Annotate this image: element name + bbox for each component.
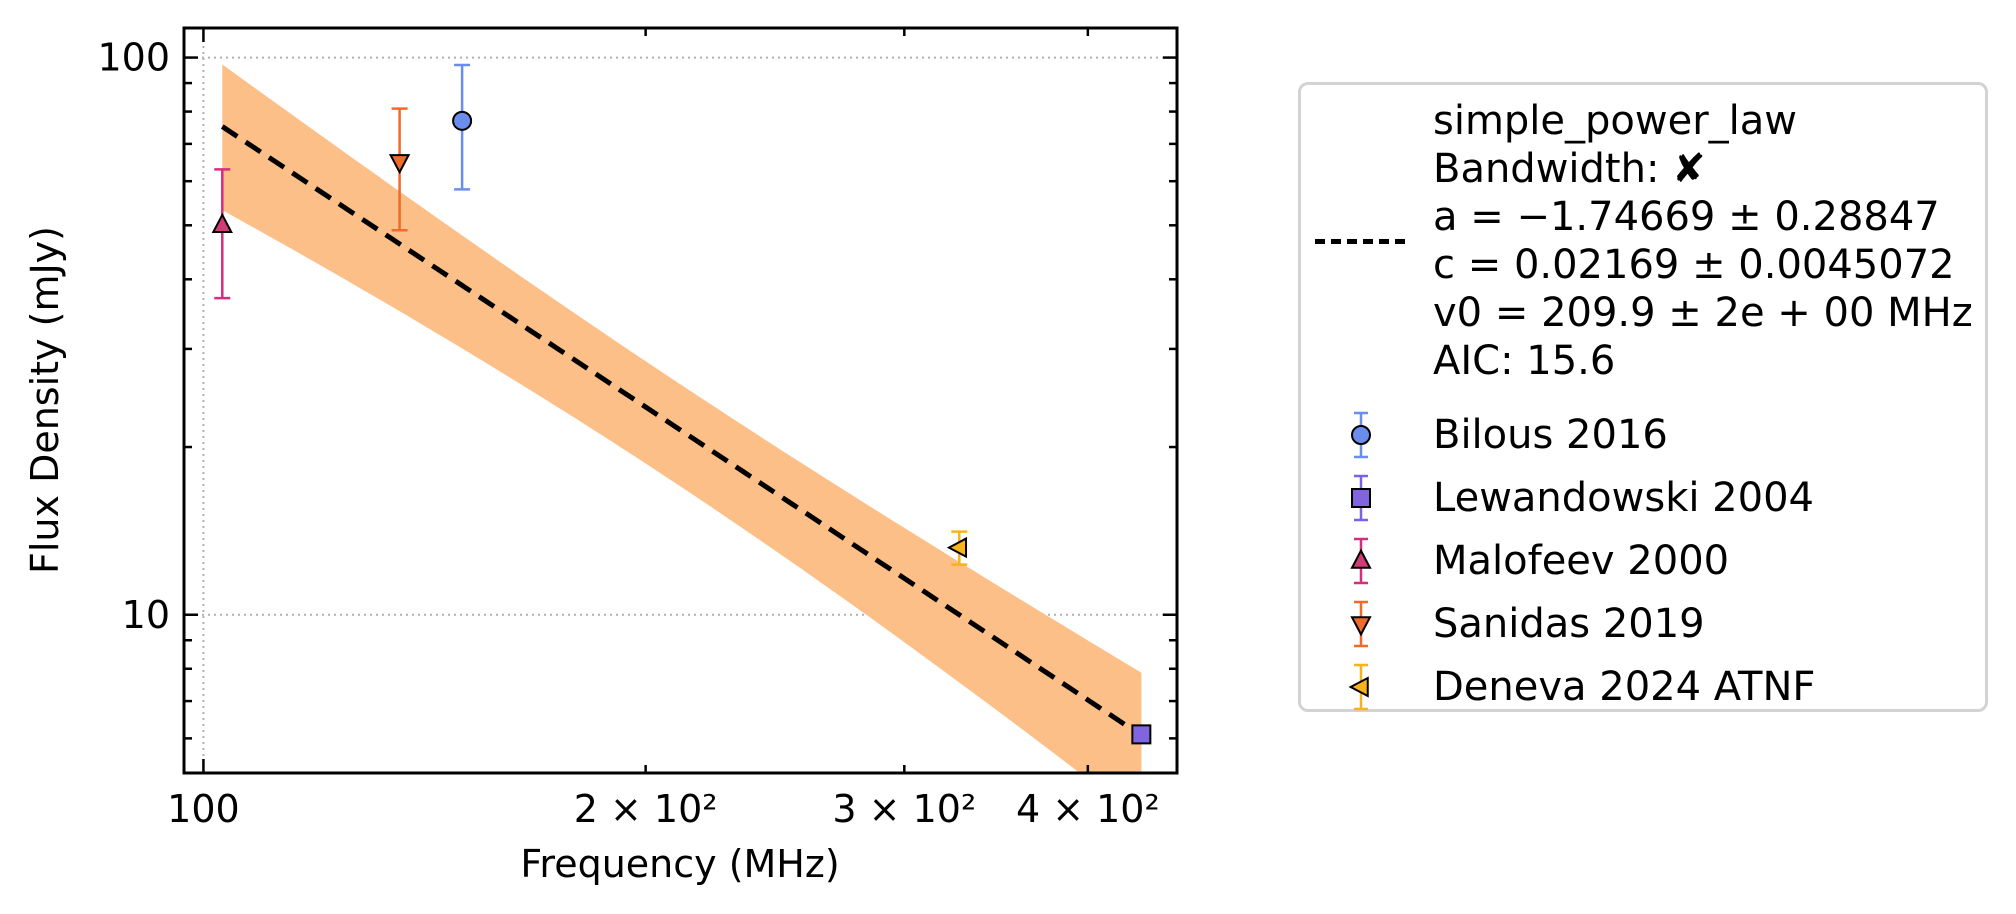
y-tick-label: 100 — [97, 36, 170, 80]
x-tick-label: 3 × 10² — [832, 787, 976, 831]
legend-fit-text: simple_power_law Bandwidth: ✘ a = −1.746… — [1433, 97, 1973, 385]
legend-entry-sanidas-2019: Sanidas 2019 — [1301, 594, 1985, 654]
x-tick-label: 2 × 10² — [574, 787, 718, 831]
data-point-bilous-2016 — [452, 63, 473, 191]
marker-circle — [452, 110, 473, 131]
data-point-sanidas-2019 — [388, 107, 411, 232]
legend-fit-line-5: v0 = 209.9 ± 2e + 00 MHz — [1433, 290, 1973, 336]
axis-ticks — [184, 28, 1177, 773]
marker-triangle-up — [211, 212, 233, 234]
y-axis-label: Flux Density (mJy) — [23, 226, 67, 574]
data-point-deneva-2024-atnf — [946, 530, 968, 566]
marker-triangle-left — [946, 536, 968, 559]
legend-label: Lewandowski 2004 — [1433, 475, 1814, 521]
data-points-group — [211, 63, 1152, 745]
marker-triangle-down — [388, 154, 411, 175]
fit-uncertainty-band-group — [222, 64, 1142, 773]
legend-entry-lewandowski-2004: Lewandowski 2004 — [1301, 468, 1985, 528]
legend-marker-triangle-left — [1348, 676, 1369, 698]
data-point-lewandowski-2004 — [1131, 724, 1152, 745]
legend-marker-triangle-down — [1350, 616, 1372, 637]
legend-entry-bilous-2016: Bilous 2016 — [1301, 405, 1985, 465]
x-tick-label: 4 × 10² — [1016, 787, 1160, 831]
legend-entry-deneva-2024-atnf: Deneva 2024 ATNF — [1301, 657, 1985, 717]
legend-triangle-up-marker-icon — [1350, 537, 1372, 585]
tick-labels: 100 2 × 10² 3 × 10² 4 × 10² 10 100 — [97, 36, 1159, 831]
y-tick-label: 10 — [122, 593, 170, 637]
legend-label: Bilous 2016 — [1433, 412, 1668, 458]
legend-label: Malofeev 2000 — [1433, 538, 1730, 584]
data-point-malofeev-2000 — [211, 168, 233, 300]
legend-label: Sanidas 2019 — [1433, 601, 1705, 647]
legend-fit-line-4: c = 0.02169 ± 0.0045072 — [1433, 242, 1955, 288]
marker-square — [1131, 724, 1152, 745]
legend-marker-circle — [1351, 425, 1371, 445]
legend-marker-square — [1351, 488, 1371, 508]
plot-frame — [182, 26, 1179, 775]
legend-fit-line-1: simple_power_law — [1433, 98, 1798, 144]
legend-entry-malofeev-2000: Malofeev 2000 — [1301, 531, 1985, 591]
legend: simple_power_law Bandwidth: ✘ a = −1.746… — [1298, 82, 1988, 712]
legend-marker-triangle-up — [1350, 548, 1372, 569]
legend-label: Deneva 2024 ATNF — [1433, 664, 1816, 710]
legend-circle-marker-icon — [1351, 411, 1371, 459]
x-tick-label: 100 — [167, 787, 240, 831]
legend-fit-line-2: Bandwidth: ✘ — [1433, 146, 1706, 192]
fit-line-group — [220, 124, 1143, 738]
x-axis-label: Frequency (MHz) — [520, 842, 839, 886]
legend-fit-line-handle — [1315, 239, 1405, 244]
legend-square-marker-icon — [1351, 474, 1371, 522]
fit-uncertainty-band — [222, 64, 1142, 773]
legend-triangle-left-marker-icon — [1348, 663, 1369, 711]
legend-fit-line-6: AIC: 15.6 — [1433, 338, 1616, 384]
legend-triangle-down-marker-icon — [1350, 600, 1372, 648]
legend-fit-line-3: a = −1.74669 ± 0.28847 — [1433, 194, 1940, 240]
grid-lines — [184, 28, 1177, 773]
fit-line — [220, 124, 1143, 738]
